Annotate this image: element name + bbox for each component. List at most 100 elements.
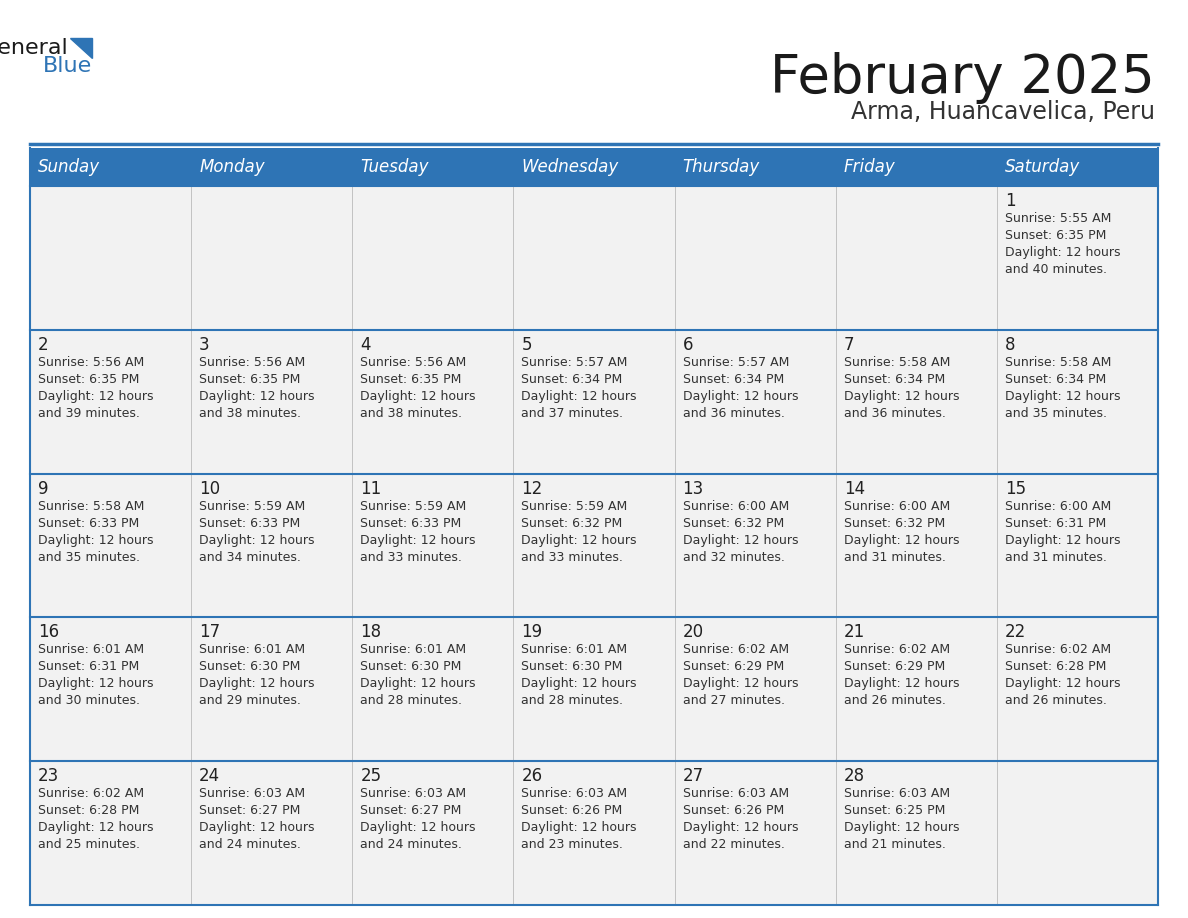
Text: Sunrise: 5:59 AM: Sunrise: 5:59 AM	[200, 499, 305, 512]
Text: Sunrise: 6:03 AM: Sunrise: 6:03 AM	[200, 788, 305, 800]
Text: Sunrise: 5:59 AM: Sunrise: 5:59 AM	[360, 499, 467, 512]
Text: and 36 minutes.: and 36 minutes.	[843, 407, 946, 420]
Text: Sunset: 6:27 PM: Sunset: 6:27 PM	[360, 804, 462, 817]
Text: Sunset: 6:34 PM: Sunset: 6:34 PM	[522, 373, 623, 386]
Text: Daylight: 12 hours: Daylight: 12 hours	[38, 822, 153, 834]
Text: and 25 minutes.: and 25 minutes.	[38, 838, 140, 851]
Text: Sunset: 6:33 PM: Sunset: 6:33 PM	[38, 517, 139, 530]
Text: 7: 7	[843, 336, 854, 353]
Text: and 38 minutes.: and 38 minutes.	[200, 407, 301, 420]
Text: Sunset: 6:30 PM: Sunset: 6:30 PM	[360, 660, 462, 674]
Text: Sunrise: 5:58 AM: Sunrise: 5:58 AM	[1005, 356, 1111, 369]
Text: Daylight: 12 hours: Daylight: 12 hours	[1005, 677, 1120, 690]
Text: Sunrise: 6:01 AM: Sunrise: 6:01 AM	[360, 644, 467, 656]
Text: Sunrise: 6:00 AM: Sunrise: 6:00 AM	[683, 499, 789, 512]
Text: Daylight: 12 hours: Daylight: 12 hours	[522, 677, 637, 690]
Text: and 33 minutes.: and 33 minutes.	[360, 551, 462, 564]
Text: and 36 minutes.: and 36 minutes.	[683, 407, 784, 420]
Text: and 24 minutes.: and 24 minutes.	[200, 838, 301, 851]
Text: Sunrise: 5:56 AM: Sunrise: 5:56 AM	[38, 356, 144, 369]
Text: Daylight: 12 hours: Daylight: 12 hours	[200, 822, 315, 834]
Text: 16: 16	[38, 623, 59, 642]
Text: Blue: Blue	[43, 56, 91, 76]
Text: and 40 minutes.: and 40 minutes.	[1005, 263, 1107, 276]
Text: and 39 minutes.: and 39 minutes.	[38, 407, 140, 420]
Text: Daylight: 12 hours: Daylight: 12 hours	[38, 390, 153, 403]
Text: Tuesday: Tuesday	[360, 158, 429, 176]
Text: Sunset: 6:27 PM: Sunset: 6:27 PM	[200, 804, 301, 817]
Text: 22: 22	[1005, 623, 1026, 642]
Text: Daylight: 12 hours: Daylight: 12 hours	[843, 677, 959, 690]
Text: 19: 19	[522, 623, 543, 642]
Text: 27: 27	[683, 767, 703, 785]
Text: Daylight: 12 hours: Daylight: 12 hours	[1005, 390, 1120, 403]
Text: and 23 minutes.: and 23 minutes.	[522, 838, 624, 851]
Text: and 28 minutes.: and 28 minutes.	[522, 694, 624, 708]
Text: 23: 23	[38, 767, 59, 785]
Text: Daylight: 12 hours: Daylight: 12 hours	[200, 533, 315, 546]
Text: Sunrise: 5:57 AM: Sunrise: 5:57 AM	[522, 356, 627, 369]
Text: Sunrise: 5:58 AM: Sunrise: 5:58 AM	[843, 356, 950, 369]
Text: Sunrise: 5:56 AM: Sunrise: 5:56 AM	[360, 356, 467, 369]
Text: Daylight: 12 hours: Daylight: 12 hours	[360, 533, 475, 546]
Text: Sunrise: 6:01 AM: Sunrise: 6:01 AM	[522, 644, 627, 656]
Text: Daylight: 12 hours: Daylight: 12 hours	[683, 390, 798, 403]
Text: Sunrise: 5:57 AM: Sunrise: 5:57 AM	[683, 356, 789, 369]
Text: Daylight: 12 hours: Daylight: 12 hours	[360, 677, 475, 690]
Text: and 33 minutes.: and 33 minutes.	[522, 551, 624, 564]
Text: Sunset: 6:28 PM: Sunset: 6:28 PM	[38, 804, 139, 817]
Text: Thursday: Thursday	[683, 158, 760, 176]
Text: and 21 minutes.: and 21 minutes.	[843, 838, 946, 851]
Text: Daylight: 12 hours: Daylight: 12 hours	[200, 677, 315, 690]
Polygon shape	[70, 38, 91, 58]
Text: Daylight: 12 hours: Daylight: 12 hours	[360, 390, 475, 403]
Text: Sunrise: 5:55 AM: Sunrise: 5:55 AM	[1005, 212, 1111, 225]
Text: Sunrise: 6:03 AM: Sunrise: 6:03 AM	[522, 788, 627, 800]
Text: and 27 minutes.: and 27 minutes.	[683, 694, 784, 708]
Text: Sunset: 6:34 PM: Sunset: 6:34 PM	[843, 373, 944, 386]
Text: and 35 minutes.: and 35 minutes.	[1005, 407, 1107, 420]
Text: Sunset: 6:31 PM: Sunset: 6:31 PM	[1005, 517, 1106, 530]
Text: and 32 minutes.: and 32 minutes.	[683, 551, 784, 564]
Bar	[30, 330, 1158, 474]
Text: Arma, Huancavelica, Peru: Arma, Huancavelica, Peru	[851, 100, 1155, 124]
Text: Saturday: Saturday	[1005, 158, 1080, 176]
Text: Sunset: 6:29 PM: Sunset: 6:29 PM	[683, 660, 784, 674]
Text: General: General	[0, 38, 68, 58]
Text: Monday: Monday	[200, 158, 265, 176]
Text: Daylight: 12 hours: Daylight: 12 hours	[38, 677, 153, 690]
Text: Sunset: 6:33 PM: Sunset: 6:33 PM	[200, 517, 301, 530]
Text: Sunrise: 6:01 AM: Sunrise: 6:01 AM	[200, 644, 305, 656]
Text: 3: 3	[200, 336, 210, 353]
Text: 24: 24	[200, 767, 220, 785]
Text: February 2025: February 2025	[770, 52, 1155, 104]
Text: Daylight: 12 hours: Daylight: 12 hours	[683, 533, 798, 546]
Text: Daylight: 12 hours: Daylight: 12 hours	[522, 822, 637, 834]
Text: 14: 14	[843, 479, 865, 498]
Text: and 26 minutes.: and 26 minutes.	[843, 694, 946, 708]
Text: Sunrise: 5:59 AM: Sunrise: 5:59 AM	[522, 499, 627, 512]
Text: 25: 25	[360, 767, 381, 785]
Text: Sunrise: 6:01 AM: Sunrise: 6:01 AM	[38, 644, 144, 656]
Text: Sunset: 6:30 PM: Sunset: 6:30 PM	[522, 660, 623, 674]
Text: Sunrise: 5:56 AM: Sunrise: 5:56 AM	[200, 356, 305, 369]
Text: Sunrise: 6:03 AM: Sunrise: 6:03 AM	[843, 788, 950, 800]
Text: Sunset: 6:35 PM: Sunset: 6:35 PM	[200, 373, 301, 386]
Bar	[30, 186, 1158, 330]
Text: 15: 15	[1005, 479, 1026, 498]
Bar	[30, 474, 1158, 618]
Text: Daylight: 12 hours: Daylight: 12 hours	[360, 822, 475, 834]
Text: Daylight: 12 hours: Daylight: 12 hours	[843, 822, 959, 834]
Text: 6: 6	[683, 336, 693, 353]
Text: and 24 minutes.: and 24 minutes.	[360, 838, 462, 851]
Text: Sunset: 6:35 PM: Sunset: 6:35 PM	[360, 373, 462, 386]
Text: Sunrise: 6:03 AM: Sunrise: 6:03 AM	[360, 788, 467, 800]
Text: Daylight: 12 hours: Daylight: 12 hours	[522, 533, 637, 546]
Text: 18: 18	[360, 623, 381, 642]
Text: 28: 28	[843, 767, 865, 785]
Text: and 31 minutes.: and 31 minutes.	[1005, 551, 1107, 564]
Text: Sunset: 6:31 PM: Sunset: 6:31 PM	[38, 660, 139, 674]
Text: and 31 minutes.: and 31 minutes.	[843, 551, 946, 564]
Text: Daylight: 12 hours: Daylight: 12 hours	[843, 533, 959, 546]
Text: Sunset: 6:34 PM: Sunset: 6:34 PM	[1005, 373, 1106, 386]
